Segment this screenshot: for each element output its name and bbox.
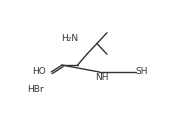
Text: H₂N: H₂N [61,34,78,43]
Text: HO: HO [32,68,46,76]
Text: NH: NH [96,73,109,82]
Text: SH: SH [136,68,148,76]
Text: HBr: HBr [27,85,44,94]
